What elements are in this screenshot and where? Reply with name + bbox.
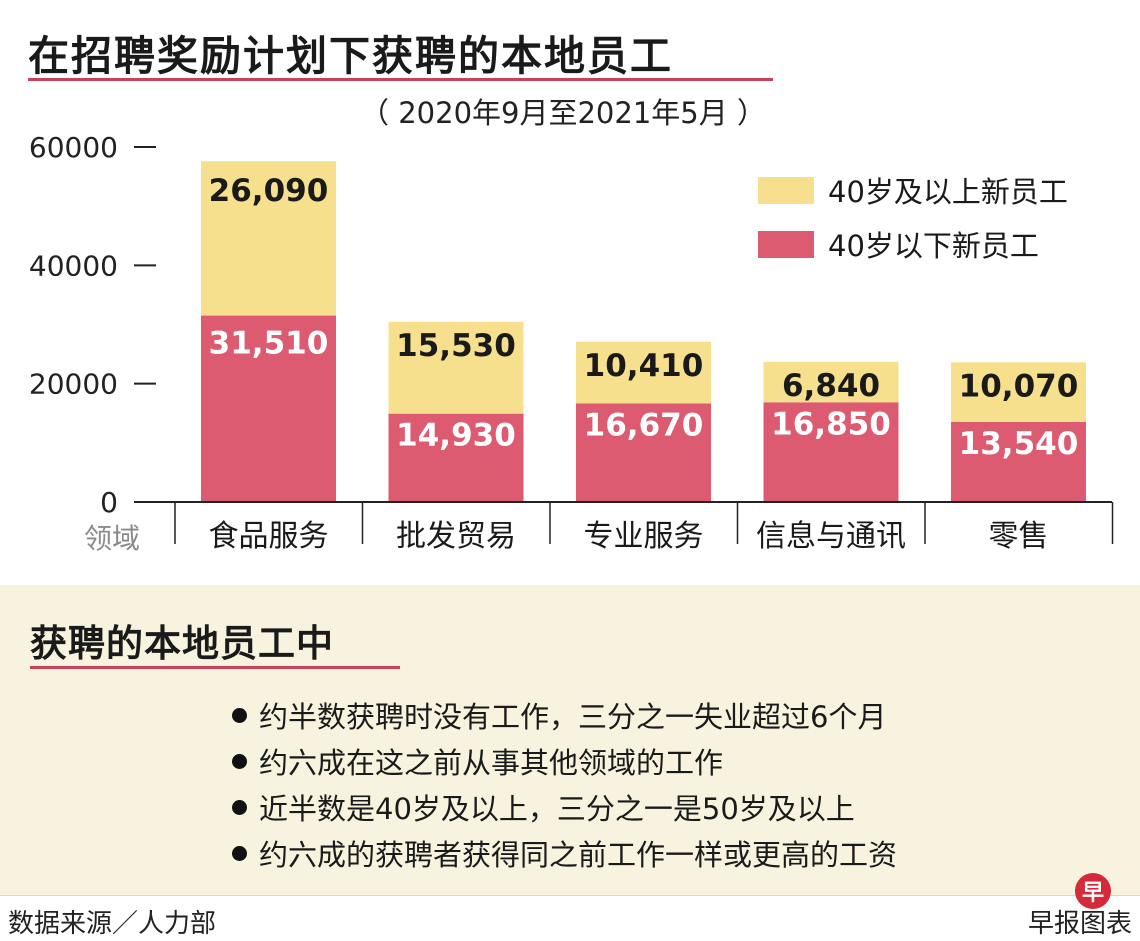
legend-swatch-under40 bbox=[758, 230, 814, 258]
section-underline bbox=[30, 666, 400, 669]
findings-list: 约半数获聘时没有工作，三分之一失业超过6个月 约六成在这之前从事其他领域的工作 … bbox=[232, 692, 897, 876]
finding-text: 约半数获聘时没有工作，三分之一失业超过6个月 bbox=[259, 700, 887, 734]
finding-text: 近半数是40岁及以上，三分之一是50岁及以上 bbox=[259, 792, 855, 826]
section-title: 获聘的本地员工中 bbox=[30, 622, 334, 665]
finding-text: 约六成在这之前从事其他领域的工作 bbox=[259, 746, 724, 780]
legend-swatch-over40 bbox=[758, 176, 814, 204]
finding-text: 约六成的获聘者获得同之前工作一样或更高的工资 bbox=[259, 838, 898, 872]
x-tick-label: 批发贸易 bbox=[396, 519, 516, 554]
x-tick-label: 信息与通讯 bbox=[756, 519, 906, 554]
data-label-under40: 14,930 bbox=[396, 418, 516, 454]
bar-over40 bbox=[388, 321, 524, 414]
bar-under40 bbox=[951, 421, 1086, 502]
graphic-credit: 早报图表 bbox=[1027, 909, 1132, 939]
bar-under40 bbox=[201, 315, 336, 502]
data-label-under40: 13,540 bbox=[959, 426, 1079, 462]
bar-over40 bbox=[951, 362, 1086, 422]
data-label-over40: 10,410 bbox=[584, 348, 704, 384]
chart-legend: 40岁及以上新员工 40岁以下新员工 bbox=[758, 170, 1068, 278]
chart-title: 在招聘奖励计划下获聘的本地员工 bbox=[28, 32, 673, 80]
data-label-under40: 16,670 bbox=[584, 407, 704, 443]
x-tick-label: 专业服务 bbox=[584, 519, 704, 554]
bullet-icon bbox=[232, 707, 247, 723]
data-label-under40: 16,850 bbox=[771, 406, 891, 442]
chart-subtitle: （ 2020年9月至2021年5月 ） bbox=[360, 96, 766, 130]
bar-under40 bbox=[763, 402, 899, 502]
data-source: 数据来源／人力部 bbox=[8, 909, 217, 939]
legend-item-under40: 40岁以下新员工 bbox=[758, 224, 1068, 264]
data-label-over40: 6,840 bbox=[782, 368, 880, 404]
zaobao-logo-icon: 早 bbox=[1075, 873, 1111, 909]
finding-item: 约六成在这之前从事其他领域的工作 bbox=[232, 738, 897, 784]
bar-under40 bbox=[388, 413, 524, 502]
y-tick-label: 0 bbox=[100, 486, 118, 519]
stacked-bar-chart: 60000 40000 20000 0 31,510 26,090 14,930 15,530… bbox=[29, 131, 1114, 555]
bullet-icon bbox=[232, 845, 247, 861]
bar-over40 bbox=[763, 361, 899, 403]
finding-item: 约六成的获聘者获得同之前工作一样或更高的工资 bbox=[232, 830, 897, 876]
data-label-over40: 15,530 bbox=[396, 328, 516, 364]
data-label-over40: 26,090 bbox=[209, 173, 329, 209]
x-axis-label: 领域 bbox=[84, 522, 140, 555]
bullet-icon bbox=[232, 799, 247, 815]
legend-label-under40: 40岁以下新员工 bbox=[828, 229, 1039, 263]
y-tick-label: 20000 bbox=[29, 368, 118, 401]
title-underline bbox=[28, 78, 773, 81]
bar-over40 bbox=[201, 161, 336, 316]
y-tick-label: 60000 bbox=[29, 131, 118, 164]
x-tick-label: 食品服务 bbox=[209, 519, 329, 554]
data-label-over40: 10,070 bbox=[959, 368, 1079, 404]
chart-panel bbox=[0, 0, 1140, 585]
y-tick-label: 40000 bbox=[29, 249, 118, 282]
data-label-under40: 31,510 bbox=[209, 326, 329, 362]
legend-label-over40: 40岁及以上新员工 bbox=[828, 175, 1068, 209]
bullet-icon bbox=[232, 753, 247, 769]
finding-item: 近半数是40岁及以上，三分之一是50岁及以上 bbox=[232, 784, 897, 830]
summary-panel bbox=[0, 585, 1140, 895]
x-tick-label: 零售 bbox=[989, 519, 1049, 554]
finding-item: 约半数获聘时没有工作，三分之一失业超过6个月 bbox=[232, 692, 897, 738]
footer-bar bbox=[0, 895, 1140, 941]
legend-item-over40: 40岁及以上新员工 bbox=[758, 170, 1068, 210]
bar-under40 bbox=[576, 403, 711, 502]
bar-over40 bbox=[576, 341, 711, 404]
